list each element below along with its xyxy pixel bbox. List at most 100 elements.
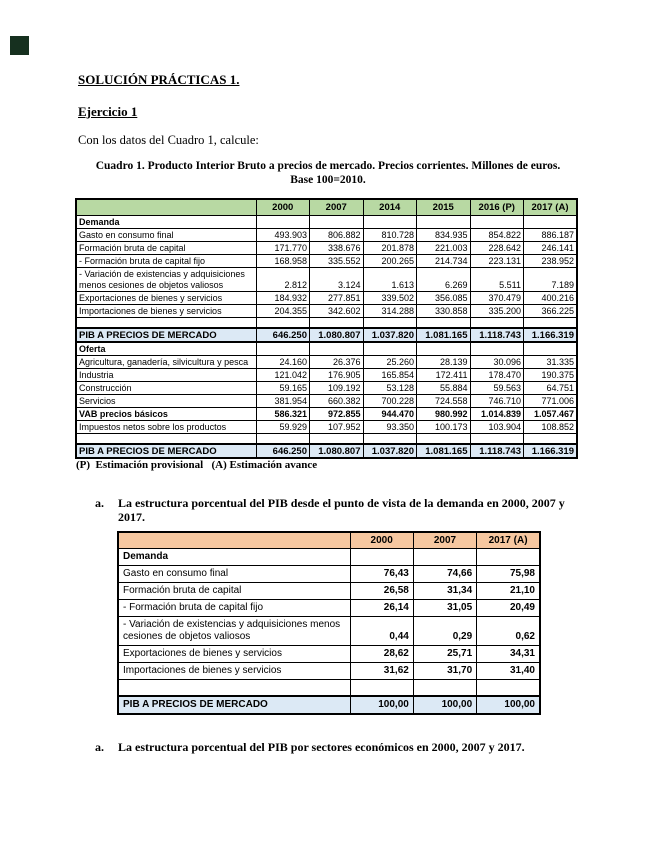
header-corner-cell: [75, 198, 257, 216]
cell-value: 724.558: [416, 394, 471, 408]
row-label: PIB A PRECIOS DE MERCADO: [75, 443, 257, 459]
cell-value: 886.187: [523, 228, 578, 242]
cell-value: [309, 317, 364, 329]
table1-footnote: (P) Estimación provisional (A) Estimació…: [76, 459, 318, 471]
section-row: Oferta: [75, 341, 578, 356]
row-label: - Formación bruta de capital fijo: [117, 599, 351, 617]
list-item-a2: a. La estructura porcentual del PIB por …: [95, 740, 573, 754]
year-column-header: 2015: [416, 198, 471, 216]
row-label: Industria: [75, 368, 257, 382]
row-label: Formación bruta de capital: [117, 582, 351, 600]
year-column-header: 2000: [349, 531, 414, 549]
cell-value: 1.613: [362, 267, 417, 292]
cell-value: 76,43: [349, 565, 414, 583]
year-column-header: 2017 (A): [476, 531, 541, 549]
cell-value: 55.884: [416, 381, 471, 395]
cell-value: 93.350: [362, 420, 417, 434]
row-label: [75, 433, 257, 445]
table-row: Importaciones de bienes y servicios 204.3…: [75, 304, 578, 318]
cell-value: [416, 317, 471, 329]
year-column-header: 2007: [309, 198, 364, 216]
cell-value: 26,14: [349, 599, 414, 617]
cell-value: 366.225: [523, 304, 578, 318]
row-label: Gasto en consumo final: [75, 228, 257, 242]
cell-value: [469, 433, 524, 445]
cell-value: 0,62: [476, 616, 541, 646]
year-column-header: 2007: [412, 531, 478, 549]
list-marker: a.: [95, 740, 104, 754]
cell-value: [412, 679, 478, 697]
row-label: - Variación de existencias y adquisicion…: [117, 616, 351, 646]
corner-mark: [10, 36, 29, 55]
table-row: Importaciones de bienes y servicios 31,62…: [117, 662, 541, 680]
cell-value: 214.734: [416, 254, 471, 268]
cell-value: 1.057.467: [523, 407, 578, 421]
cell-value: [255, 317, 310, 329]
cell-value: [362, 341, 417, 356]
cell-value: 1.118.743: [469, 443, 524, 459]
table-row: Construcción 59.165 109.192 53.128 55.884 59.…: [75, 381, 578, 395]
table-row: - Formación bruta de capital fijo 26,14 31…: [117, 599, 541, 617]
row-label: Exportaciones de bienes y servicios: [75, 291, 257, 305]
cell-value: 31.335: [523, 355, 578, 369]
table-row: Formación bruta de capital 171.770 338.676…: [75, 241, 578, 255]
cell-value: [255, 433, 310, 445]
row-label: Agricultura, ganadería, silvicultura y p…: [75, 355, 257, 369]
cell-value: 746.710: [469, 394, 524, 408]
cell-value: 31,34: [412, 582, 478, 600]
cell-value: 1.080.807: [309, 443, 364, 459]
cell-value: 25.260: [362, 355, 417, 369]
cell-value: 26.376: [309, 355, 364, 369]
cell-value: [523, 317, 578, 329]
cell-value: 176.905: [309, 368, 364, 382]
cell-value: 1.166.319: [523, 443, 578, 459]
cell-value: [309, 433, 364, 445]
section-row: Demanda: [117, 548, 541, 566]
year-column-header: 2000: [255, 198, 310, 216]
row-label: Servicios: [75, 394, 257, 408]
total-row: PIB A PRECIOS DE MERCADO 646.250 1.080.807…: [75, 327, 578, 343]
table-row: - Variación de existencias y adquisicion…: [75, 267, 578, 292]
row-label: - Variación de existencias y adquisicion…: [75, 267, 257, 292]
total-row: PIB A PRECIOS DE MERCADO 100,00 100,00 100,…: [117, 695, 541, 715]
cell-value: 20,49: [476, 599, 541, 617]
cell-value: 168.958: [255, 254, 310, 268]
cell-value: 381.954: [255, 394, 310, 408]
spacer-row: [75, 433, 578, 445]
cell-value: 586.321: [255, 407, 310, 421]
cell-value: 103.904: [469, 420, 524, 434]
cell-value: 100,00: [349, 695, 414, 715]
cell-value: 246.141: [523, 241, 578, 255]
table-row: Industria 121.042 176.905 165.854 172.411 178…: [75, 368, 578, 382]
year-column-header: 2016 (P): [469, 198, 524, 216]
exercise-heading: Ejercicio 1: [78, 104, 138, 119]
list-marker: a.: [95, 496, 104, 510]
cell-value: 31,62: [349, 662, 414, 680]
cell-value: 1.166.319: [523, 327, 578, 343]
cell-value: 75,98: [476, 565, 541, 583]
cell-value: [523, 215, 578, 229]
cell-value: 59.563: [469, 381, 524, 395]
cell-value: [255, 215, 310, 229]
cell-value: [309, 215, 364, 229]
cell-value: 342.602: [309, 304, 364, 318]
row-label: [117, 679, 351, 697]
cell-value: 109.192: [309, 381, 364, 395]
list-item-text: La estructura porcentual del PIB desde e…: [118, 496, 565, 524]
cell-value: [412, 548, 478, 566]
table-row: Formación bruta de capital 26,58 31,34 21,1…: [117, 582, 541, 600]
total-row: PIB A PRECIOS DE MERCADO 646.250 1.080.807…: [75, 443, 578, 459]
cell-value: 238.952: [523, 254, 578, 268]
cell-value: 0,29: [412, 616, 478, 646]
cell-value: 1.118.743: [469, 327, 524, 343]
cell-value: 834.935: [416, 228, 471, 242]
cell-value: 31,40: [476, 662, 541, 680]
cell-value: 1.080.807: [309, 327, 364, 343]
cell-value: 493.903: [255, 228, 310, 242]
row-label: Importaciones de bienes y servicios: [75, 304, 257, 318]
table-row: Exportaciones de bienes y servicios 184.9…: [75, 291, 578, 305]
cell-value: 646.250: [255, 443, 310, 459]
cell-value: 806.882: [309, 228, 364, 242]
cell-value: 21,10: [476, 582, 541, 600]
